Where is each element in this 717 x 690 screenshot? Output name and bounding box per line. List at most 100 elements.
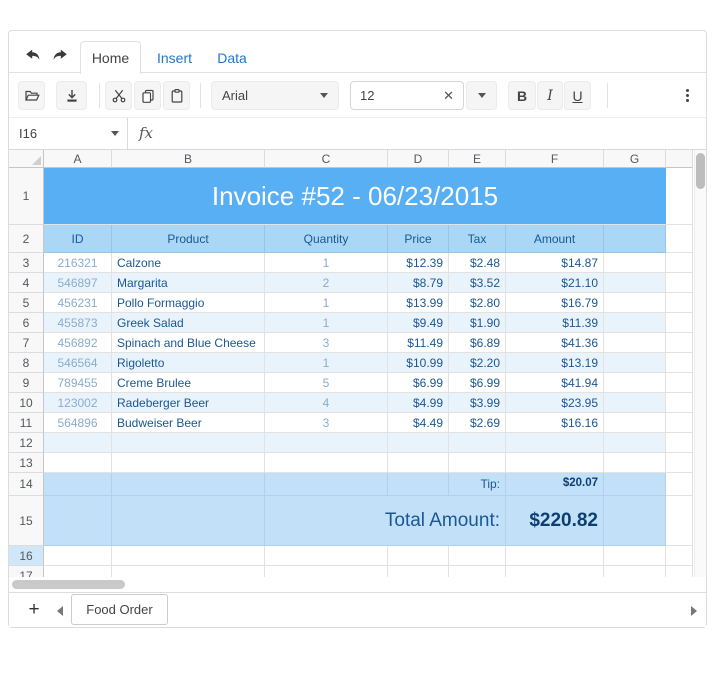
cell-C13[interactable]	[265, 453, 388, 473]
row-header-7[interactable]: 7	[9, 333, 44, 353]
cell-C14[interactable]	[265, 473, 388, 496]
cell-H8[interactable]	[666, 353, 693, 373]
cell-price-D10[interactable]: $4.99	[388, 393, 449, 413]
cell-G17[interactable]	[604, 566, 666, 577]
font-size-dropdown-button[interactable]	[466, 81, 497, 110]
cell-header-quantity[interactable]: Quantity	[265, 225, 388, 253]
cell-tax-E4[interactable]: $3.52	[449, 273, 506, 293]
cell-amount-F11[interactable]: $16.16	[506, 413, 604, 433]
cell-product-B9[interactable]: Creme Brulee	[112, 373, 265, 393]
row-header-15[interactable]: 15	[9, 496, 44, 546]
cell-id-A8[interactable]: 546564	[44, 353, 112, 373]
column-header-G[interactable]: G	[604, 150, 666, 168]
cell-amount-F7[interactable]: $41.36	[506, 333, 604, 353]
font-size-input[interactable]	[360, 88, 388, 103]
cell-product-B11[interactable]: Budweiser Beer	[112, 413, 265, 433]
row-header-1[interactable]: 1	[9, 168, 44, 225]
cell-H9[interactable]	[666, 373, 693, 393]
cell-invoice-title[interactable]: Invoice #52 - 06/23/2015	[44, 168, 666, 225]
cell-header-product[interactable]: Product	[112, 225, 265, 253]
row-header-16[interactable]: 16	[9, 546, 44, 566]
cell-product-B6[interactable]: Greek Salad	[112, 313, 265, 333]
cell-E12[interactable]	[449, 433, 506, 453]
copy-button[interactable]	[134, 81, 161, 110]
tab-insert[interactable]: Insert	[152, 41, 197, 74]
row-header-5[interactable]: 5	[9, 293, 44, 313]
cell-H13[interactable]	[666, 453, 693, 473]
column-header-B[interactable]: B	[112, 150, 265, 168]
cell-price-D3[interactable]: $12.39	[388, 253, 449, 273]
row-header-3[interactable]: 3	[9, 253, 44, 273]
cell-C17[interactable]	[265, 566, 388, 577]
cell-id-A9[interactable]: 789455	[44, 373, 112, 393]
cell-price-D5[interactable]: $13.99	[388, 293, 449, 313]
grid-corner-cell[interactable]	[9, 150, 44, 168]
open-button[interactable]	[18, 81, 45, 110]
cell-price-D7[interactable]: $11.49	[388, 333, 449, 353]
cell-product-B4[interactable]: Margarita	[112, 273, 265, 293]
cell-id-A5[interactable]: 456231	[44, 293, 112, 313]
cell-amount-F5[interactable]: $16.79	[506, 293, 604, 313]
cell-G11[interactable]	[604, 413, 666, 433]
cell-H3[interactable]	[666, 253, 693, 273]
cell-amount-F6[interactable]: $11.39	[506, 313, 604, 333]
cell-E16[interactable]	[449, 546, 506, 566]
cell-reference-box[interactable]: I16	[9, 118, 128, 149]
row-header-9[interactable]: 9	[9, 373, 44, 393]
tab-home[interactable]: Home	[80, 41, 141, 74]
cell-A16[interactable]	[44, 546, 112, 566]
cell-tax-E11[interactable]: $2.69	[449, 413, 506, 433]
cell-A14[interactable]	[44, 473, 112, 496]
cell-header-empty[interactable]	[604, 225, 666, 253]
cell-F16[interactable]	[506, 546, 604, 566]
cell-tax-E6[interactable]: $1.90	[449, 313, 506, 333]
cell-H10[interactable]	[666, 393, 693, 413]
cell-G14[interactable]	[604, 473, 666, 496]
cell-B13[interactable]	[112, 453, 265, 473]
cell-id-A7[interactable]: 456892	[44, 333, 112, 353]
italic-button[interactable]: I	[537, 81, 563, 110]
vertical-scrollbar[interactable]	[694, 150, 706, 577]
cell-G6[interactable]	[604, 313, 666, 333]
cell-B14[interactable]	[112, 473, 265, 496]
cell-amount-F3[interactable]: $14.87	[506, 253, 604, 273]
column-header-F[interactable]: F	[506, 150, 604, 168]
cell-quantity-C4[interactable]: 2	[265, 273, 388, 293]
column-header-E[interactable]: E	[449, 150, 506, 168]
cell-total-label[interactable]: Total Amount:	[265, 496, 506, 546]
cell-A12[interactable]	[44, 433, 112, 453]
cell-product-B5[interactable]: Pollo Formaggio	[112, 293, 265, 313]
cell-B15[interactable]	[112, 496, 265, 546]
row-header-14[interactable]: 14	[9, 473, 44, 496]
cell-G4[interactable]	[604, 273, 666, 293]
cell-D16[interactable]	[388, 546, 449, 566]
font-family-dropdown[interactable]: Arial	[211, 81, 339, 110]
row-header-10[interactable]: 10	[9, 393, 44, 413]
cell-H14[interactable]	[666, 473, 693, 496]
cell-tax-E10[interactable]: $3.99	[449, 393, 506, 413]
cell-quantity-C7[interactable]: 3	[265, 333, 388, 353]
paste-button[interactable]	[163, 81, 190, 110]
cell-G13[interactable]	[604, 453, 666, 473]
cell-quantity-C9[interactable]: 5	[265, 373, 388, 393]
horizontal-scrollbar-thumb[interactable]	[12, 580, 125, 589]
cell-D17[interactable]	[388, 566, 449, 577]
cell-header-price[interactable]: Price	[388, 225, 449, 253]
cell-G7[interactable]	[604, 333, 666, 353]
sheet-scroll-right-icon[interactable]	[691, 606, 697, 616]
cell-id-A4[interactable]: 546897	[44, 273, 112, 293]
cell-amount-F9[interactable]: $41.94	[506, 373, 604, 393]
column-header-A[interactable]: A	[44, 150, 112, 168]
cell-quantity-C3[interactable]: 1	[265, 253, 388, 273]
cell-G8[interactable]	[604, 353, 666, 373]
clear-icon[interactable]: ✕	[443, 87, 454, 103]
cell-price-D6[interactable]: $9.49	[388, 313, 449, 333]
cell-tax-E8[interactable]: $2.20	[449, 353, 506, 373]
cell-G10[interactable]	[604, 393, 666, 413]
overflow-menu-button[interactable]	[677, 82, 697, 108]
column-header-D[interactable]: D	[388, 150, 449, 168]
cell-G3[interactable]	[604, 253, 666, 273]
cut-button[interactable]	[105, 81, 132, 110]
cell-amount-F8[interactable]: $13.19	[506, 353, 604, 373]
cell-C16[interactable]	[265, 546, 388, 566]
